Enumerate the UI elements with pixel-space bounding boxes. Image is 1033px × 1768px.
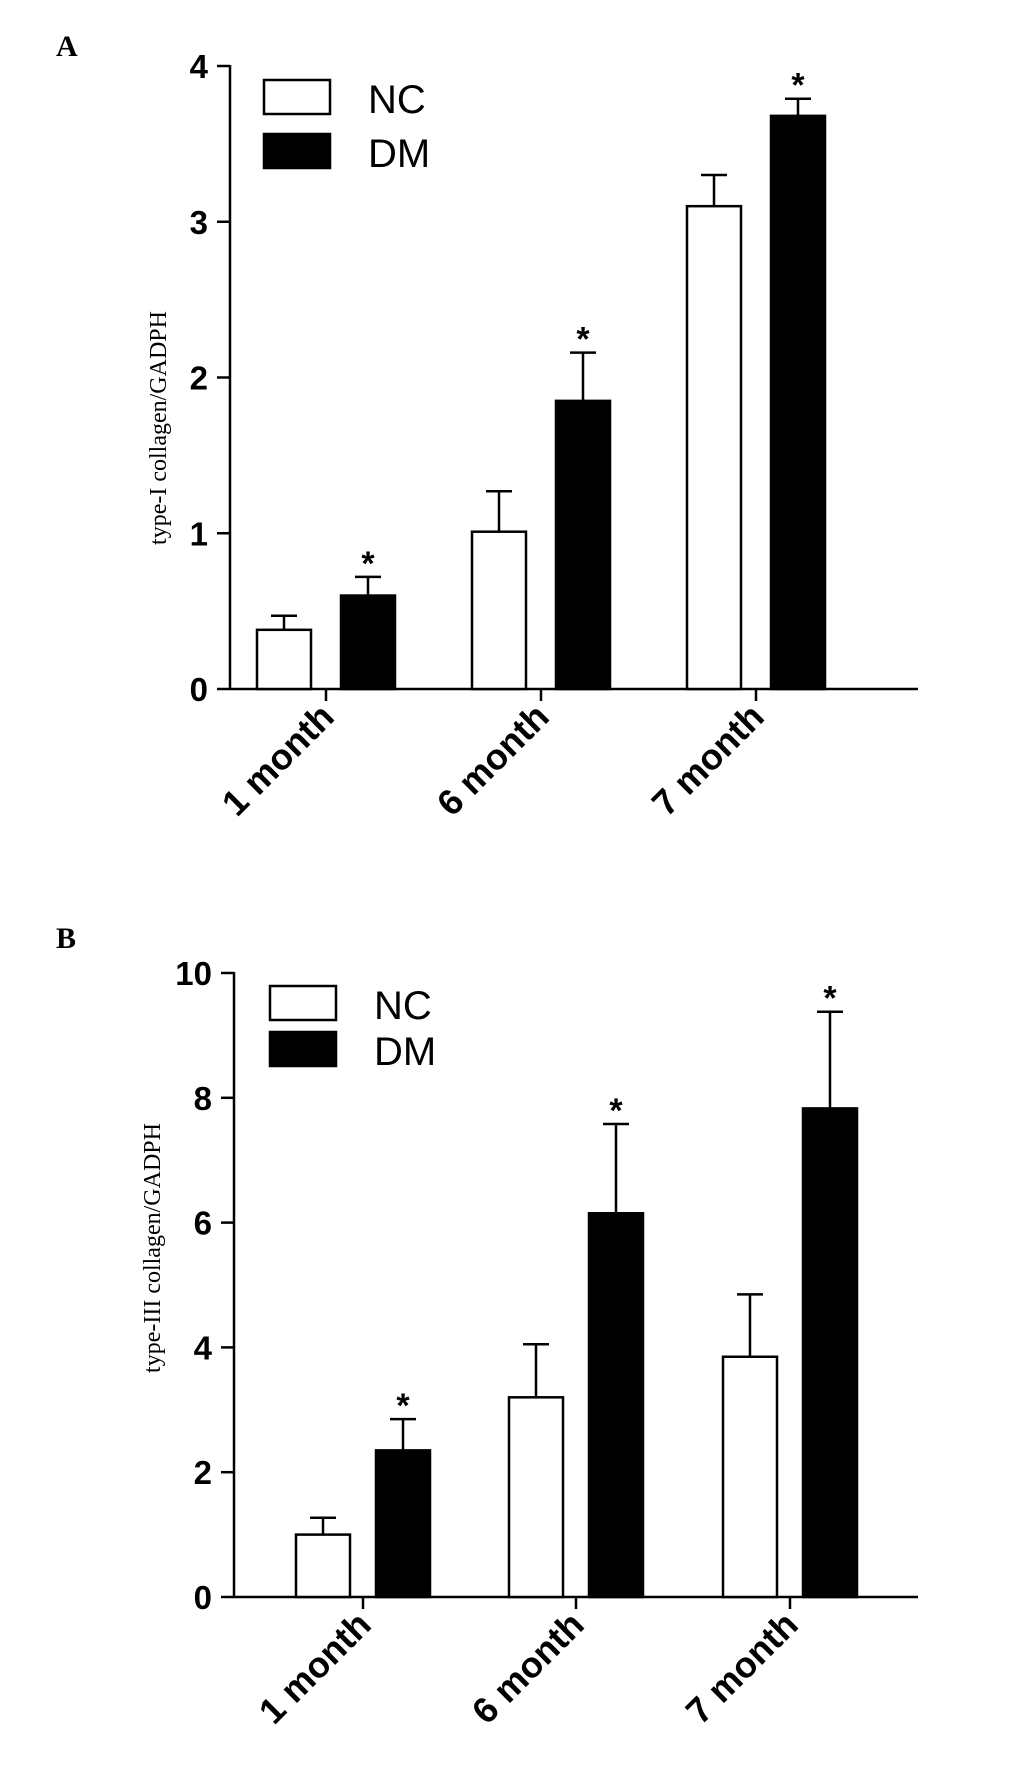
panel-b-bar-nc [507,1396,565,1599]
panel-b-y-tick-label: 6 [194,1205,212,1242]
panel-b-y-tick-label: 0 [194,1579,212,1616]
panel-a-letter: A [56,30,78,63]
panel-b-y-tick-label: 10 [175,955,212,992]
panel-a-bar-nc [255,628,313,691]
panel-b-bar-nc [294,1533,352,1599]
panel-b-y-tick-label: 8 [194,1080,212,1117]
panel-a-y-axis-label: type-I collagen/GADPH [146,311,172,545]
panel-a-bar-dm [554,399,612,691]
panel-a-bars: * * * [255,67,827,691]
panel-b-bar-nc [721,1355,779,1599]
panel-a-legend-swatch-dm [262,132,332,170]
panel-b-bar-dm [801,1107,859,1599]
panel-a-significance-marker: * [576,321,590,359]
panel-a-y-tick-label: 4 [190,48,209,85]
panel-b-y-tick-label: 4 [194,1329,213,1366]
panel-b-bar-dm [587,1211,645,1599]
panel-b-y-axis-label: type-III collagen/GADPH [140,1123,166,1373]
panel-a-bar-nc [470,530,528,691]
panel-a-significance-marker: * [791,67,805,105]
panel-a-legend-swatch-nc [262,78,332,116]
panel-a-y-tick-label: 2 [190,360,208,397]
panel-b-legend-label-nc: NC [374,984,432,1028]
panel-b-bar-dm [374,1449,432,1599]
panel-b-significance-marker: * [396,1387,410,1425]
panel-b-significance-marker: * [823,980,837,1018]
panel-a-y-tick-label: 1 [190,515,208,552]
panel-a-y-tick-label: 0 [190,671,208,708]
panel-a-bar-nc [685,204,743,691]
panel-b-significance-marker: * [609,1092,623,1130]
panel-b-letter: B [56,922,76,955]
panel-b-bars: * * * [294,980,859,1599]
panel-a-y-tick-label: 3 [190,204,208,241]
panel-a-significance-marker: * [361,545,375,583]
panel-a-bar-dm [769,114,827,691]
panel-a-legend-label-nc: NC [368,78,426,122]
panel-a-legend: NC DM [262,78,430,176]
panel-b-legend-swatch-nc [268,984,338,1022]
panel-b-legend-swatch-dm [268,1030,338,1068]
panel-a-bar-dm [339,594,397,691]
panel-b-legend-label-dm: DM [374,1030,436,1074]
panel-b-y-tick-label: 2 [194,1454,212,1491]
panel-a-legend-label-dm: DM [368,132,430,176]
